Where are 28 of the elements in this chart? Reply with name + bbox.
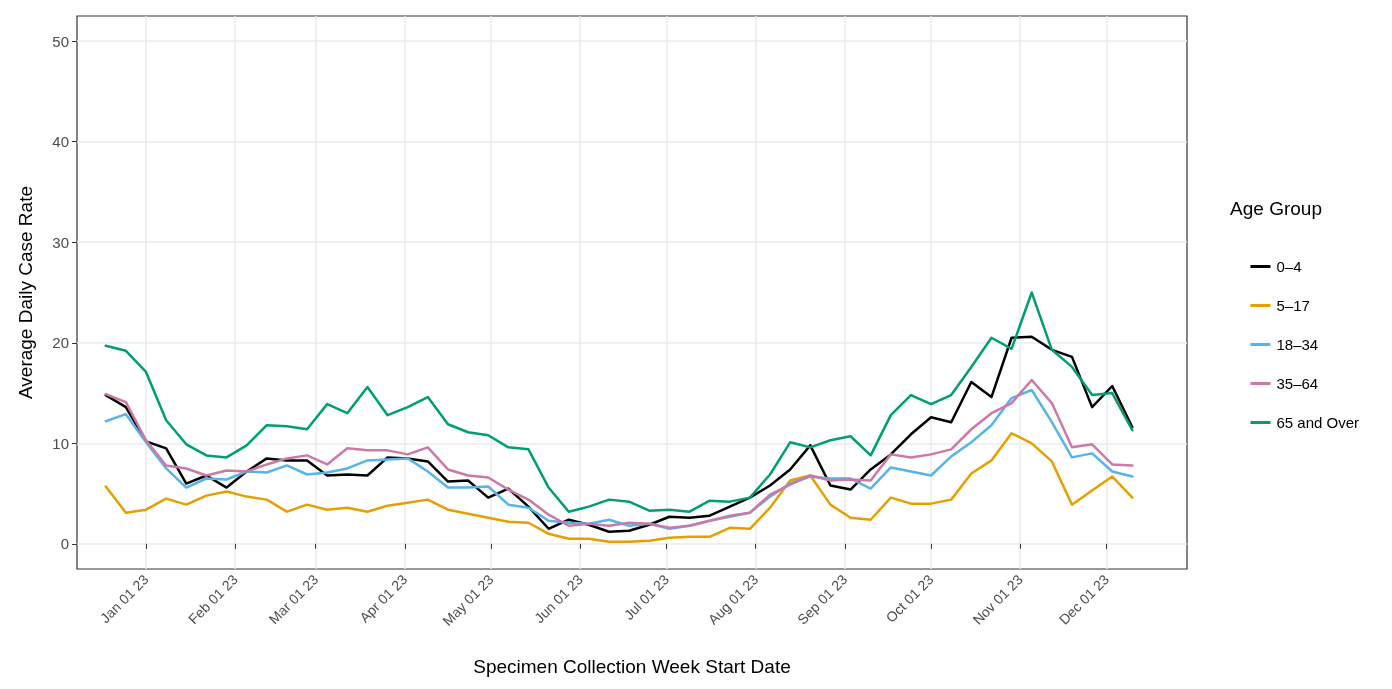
- legend-label: 18–34: [1276, 336, 1319, 353]
- y-tick-label: 20: [52, 334, 69, 352]
- y-tick-label: 40: [52, 133, 69, 151]
- x-tick-label: Jun 01 23: [531, 571, 587, 627]
- legend-title: Age Group: [1230, 198, 1323, 219]
- y-axis-title: Average Daily Case Rate: [15, 186, 36, 399]
- legend-label: 35–64: [1276, 375, 1319, 392]
- y-tick-label: 10: [52, 434, 69, 452]
- x-tick-label: Mar 01 23: [265, 571, 322, 628]
- x-tick-label: May 01 23: [439, 571, 497, 629]
- y-tick-label: 30: [52, 233, 69, 251]
- legend-label: 65 and Over: [1276, 414, 1360, 431]
- x-tick-label: Nov 01 23: [969, 571, 1027, 628]
- y-tick-label: 0: [60, 535, 69, 553]
- x-tick-label: Dec 01 23: [1055, 571, 1113, 628]
- x-tick-label: Feb 01 23: [184, 571, 241, 628]
- legend-label: 5–17: [1276, 297, 1310, 314]
- x-tick-label: Sep 01 23: [794, 571, 851, 628]
- x-tick-label: Apr 01 23: [356, 571, 411, 626]
- line-series: [104, 291, 1134, 513]
- x-tick-label: Jan 01 23: [96, 571, 152, 627]
- x-axis-title: Specimen Collection Week Start Date: [473, 656, 791, 677]
- x-tick-label: Jul 01 23: [620, 571, 673, 623]
- legend-label: 0–4: [1276, 258, 1302, 275]
- x-tick-label: Oct 01 23: [882, 571, 937, 626]
- x-tick-label: Aug 01 23: [704, 571, 762, 628]
- y-tick-label: 50: [52, 32, 69, 50]
- line-series: [104, 432, 1134, 544]
